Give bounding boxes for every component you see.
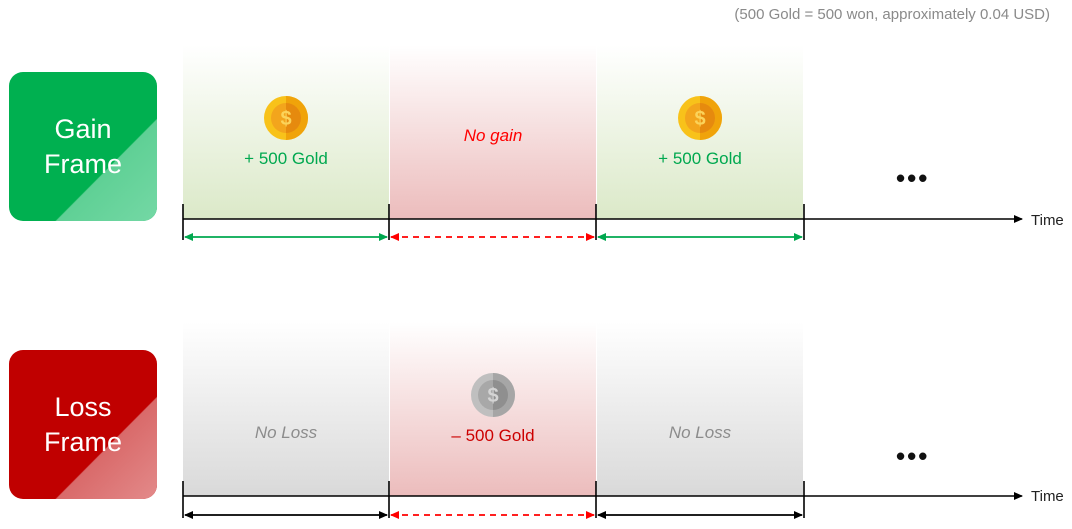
loss-frame-label-line1: Loss	[54, 391, 112, 422]
loss-panel-2-text: – 500 Gold	[451, 426, 535, 445]
loss-panel-1: No Loss	[183, 322, 389, 496]
gold-coin-icon: $	[264, 96, 308, 140]
loss-panel-3: No Loss	[597, 322, 803, 496]
loss-panel-2: $ – 500 Gold	[390, 322, 596, 496]
gain-frame-label-line1: Gain	[54, 113, 112, 144]
svg-text:$: $	[694, 108, 705, 130]
loss-panel-3-text: No Loss	[668, 423, 732, 442]
gain-panel-2-text: No gain	[463, 126, 523, 145]
gain-panel-1: $ + 500 Gold	[183, 45, 389, 219]
gain-panel-3-text: + 500 Gold	[658, 149, 742, 168]
exchange-rate-note: (500 Gold = 500 won, approximately 0.04 …	[734, 6, 1050, 23]
loss-ellipsis: •••	[896, 441, 930, 471]
gain-ellipsis: •••	[896, 163, 930, 193]
gain-frame-label: Gain Frame	[9, 72, 157, 221]
loss-frame-label-line2: Frame	[43, 426, 122, 457]
gain-time-label: Time	[1031, 212, 1064, 229]
gain-panel-3: $ + 500 Gold	[597, 45, 803, 219]
gray-coin-icon: $	[471, 373, 515, 417]
loss-time-label: Time	[1031, 488, 1064, 505]
gain-panel-2: No gain	[390, 45, 596, 219]
gain-frame-label-line2: Frame	[43, 148, 122, 179]
loss-panel-1-text: No Loss	[254, 423, 318, 442]
gain-panel-1-text: + 500 Gold	[244, 149, 328, 168]
loss-frame-label: Loss Frame	[9, 350, 157, 499]
svg-text:$: $	[280, 108, 291, 130]
gold-coin-icon: $	[678, 96, 722, 140]
svg-text:$: $	[487, 385, 498, 407]
